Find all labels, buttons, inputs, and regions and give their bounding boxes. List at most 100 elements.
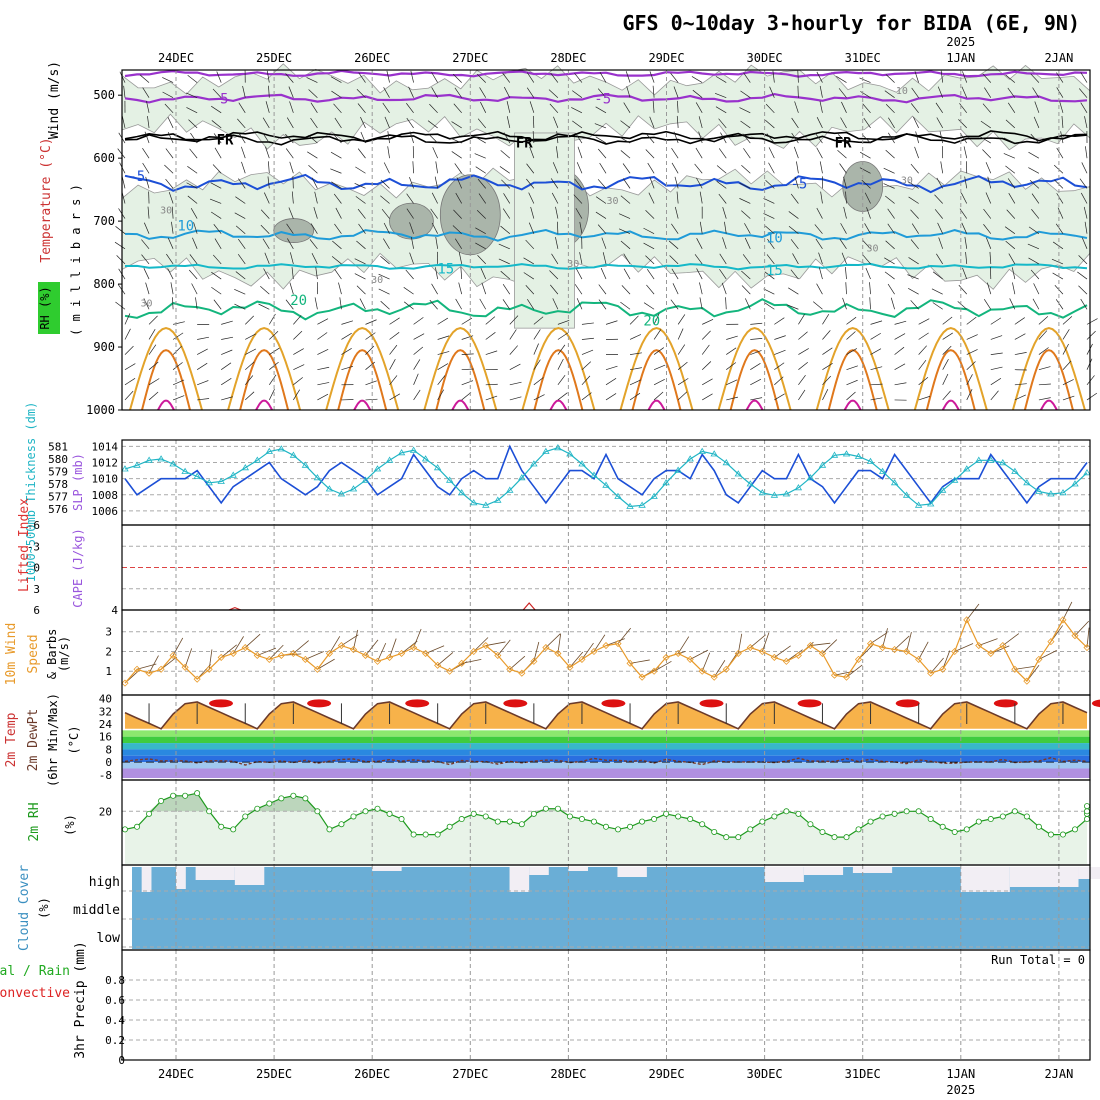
wind-barb [389, 317, 400, 325]
wind-barb [846, 331, 856, 340]
wind-barb [238, 178, 246, 189]
wind-barb [234, 212, 246, 219]
wind-barb [597, 224, 607, 234]
date-tick-label-top: 26DEC [354, 51, 390, 65]
wind-barb [1007, 102, 1016, 114]
rh-point [1047, 831, 1054, 838]
wind-barb-10m [329, 636, 341, 654]
wind-barb [581, 361, 592, 370]
cloud-gap [372, 867, 402, 871]
wind-speed-point [698, 667, 706, 675]
thickness-point [818, 461, 827, 468]
wind-barb-10m [413, 628, 422, 648]
wind-barb [317, 332, 328, 340]
temperature-max-hotspot [307, 699, 332, 708]
wind-barb [289, 101, 294, 113]
wind-barb [1079, 178, 1088, 189]
wind-barb [935, 102, 943, 114]
wind-barb [485, 350, 498, 355]
wind-barb [359, 298, 366, 310]
isotherm-label: 20 [643, 314, 660, 330]
wind-barb [774, 362, 785, 370]
wind-barb [412, 161, 414, 174]
wind-barb [620, 150, 631, 159]
wind-barb [883, 167, 895, 174]
wind-barb [380, 195, 390, 204]
wind-barb [942, 359, 949, 370]
wind-barb [190, 208, 198, 219]
wind-barb [870, 348, 882, 355]
wind-barb [918, 332, 929, 340]
wind-barb [262, 117, 270, 129]
temperature-tick-label: 24 [99, 718, 113, 731]
wind-barb [358, 72, 366, 83]
wind-barb [306, 77, 318, 83]
wind-barb [550, 284, 559, 295]
wind-barb [797, 85, 799, 98]
wind-barb [245, 348, 257, 355]
precip-panel-frame [121, 949, 1091, 1061]
wind-barb [186, 107, 198, 114]
wind-barb [549, 103, 559, 114]
wind-barb [190, 132, 198, 144]
wind-barb [383, 222, 390, 234]
wind-barb [124, 345, 134, 355]
wind-barb [787, 304, 799, 310]
wind-barb-10m [1038, 649, 1057, 660]
wind-barb [291, 267, 294, 280]
wind-barb [599, 72, 607, 83]
wind-barb [260, 224, 270, 234]
wind-barb [555, 236, 559, 249]
wind-barb [1080, 298, 1088, 310]
wind-barb [525, 285, 535, 295]
wind-speed-point [722, 665, 730, 673]
wind-barb-10m [894, 635, 910, 650]
temperature-color-band [122, 730, 1090, 737]
wind-barb [355, 166, 366, 174]
wind-barb [148, 328, 156, 340]
wind-barb [509, 315, 519, 325]
rh-point [314, 808, 321, 815]
wind-barb [894, 346, 905, 355]
wind-barb [378, 288, 390, 295]
rh-point [603, 823, 610, 830]
wind-barb [765, 103, 775, 114]
wind-barb [670, 73, 679, 83]
wind-barb [884, 271, 895, 280]
wind-barb [1007, 178, 1016, 189]
wind-barb [1077, 271, 1088, 280]
wind-barb [220, 362, 232, 370]
wind-barb [626, 86, 631, 98]
wind-barb [428, 134, 438, 144]
wind-barb [478, 193, 487, 204]
wind-barb [907, 274, 919, 280]
wind-barb [509, 396, 522, 401]
wind-barb [313, 207, 318, 219]
axis-label-celsius: (°C) [67, 726, 81, 755]
wind-barb [910, 300, 919, 310]
rh-point [554, 805, 561, 812]
wind-barb [167, 237, 174, 249]
thickness-point [1071, 480, 1079, 487]
wind-barb [171, 206, 174, 219]
wind-barb [241, 146, 246, 159]
wind-barb [597, 179, 607, 189]
lifted-index-tick-label: -3 [27, 540, 40, 553]
wind-barb [365, 332, 376, 340]
wind-barb [509, 363, 521, 371]
wind-barb [768, 147, 775, 159]
temperature-color-band [122, 736, 1090, 744]
isotherm-label: 15 [766, 263, 783, 279]
wind-barb [172, 395, 185, 401]
surface-isotherm-loop [745, 399, 764, 411]
surface-isotherm-loop [1040, 399, 1058, 411]
wind-barb [213, 224, 222, 234]
wind-barb [887, 283, 895, 295]
wind-barb [861, 134, 871, 144]
rh-point [687, 816, 694, 823]
wind-barb [698, 116, 703, 129]
wind-barb-10m [617, 627, 631, 644]
wind-barb [918, 318, 930, 325]
isotherm-label: 15 [437, 261, 454, 277]
